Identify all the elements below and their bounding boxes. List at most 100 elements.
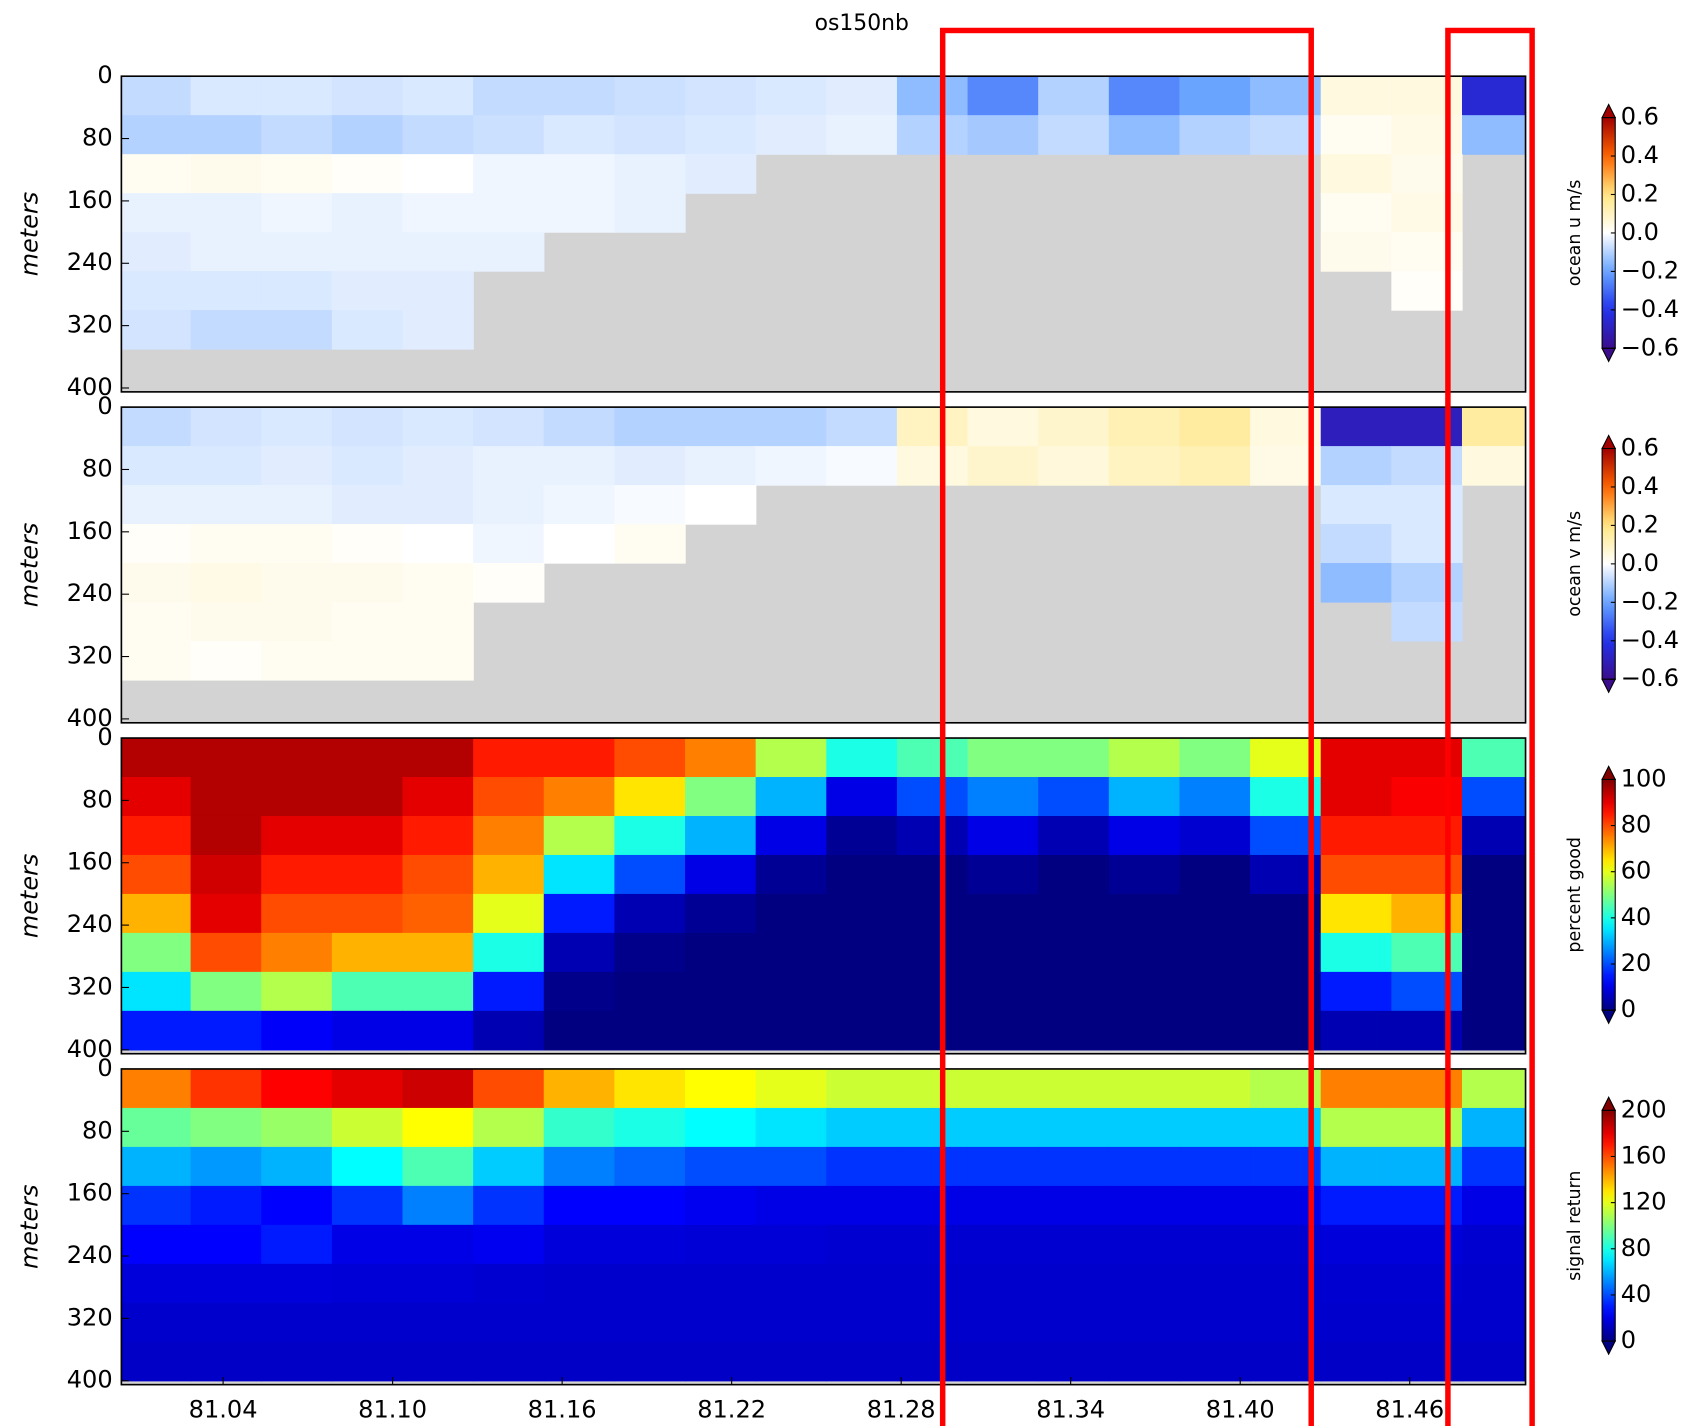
heatmap-cell <box>1320 524 1393 564</box>
heatmap-cell <box>190 893 262 934</box>
heatmap-cell <box>261 854 333 895</box>
heatmap <box>121 407 1526 681</box>
heatmap-cell <box>402 232 474 272</box>
heatmap-cell <box>896 738 969 778</box>
heatmap-cell <box>543 193 616 233</box>
heatmap-cell <box>1179 1302 1251 1343</box>
heatmap-cell <box>826 1224 898 1265</box>
heatmap-cell <box>614 76 686 116</box>
heatmap-cell <box>614 1010 686 1051</box>
heatmap-cell <box>1108 893 1181 934</box>
y-tick-label: 320 <box>67 311 113 339</box>
heatmap-cell <box>1179 1263 1251 1304</box>
heatmap-cell <box>402 601 474 642</box>
heatmap-cell <box>331 640 404 681</box>
heatmap-cell <box>826 971 898 1012</box>
heatmap-cell <box>1179 1341 1251 1382</box>
y-axis-label: meters <box>16 192 44 277</box>
heatmap-cell <box>190 193 262 233</box>
heatmap-cell <box>1391 1341 1463 1382</box>
heatmap-cell <box>121 310 192 350</box>
heatmap-cell <box>261 446 333 486</box>
heatmap-cell <box>190 310 262 350</box>
heatmap-cell <box>190 524 262 564</box>
heatmap-cell <box>1461 932 1526 973</box>
heatmap-cell <box>1108 815 1181 856</box>
y-axis-label: meters <box>16 523 44 608</box>
heatmap-cell <box>614 446 686 486</box>
heatmap-cell <box>1179 854 1251 895</box>
heatmap-cell <box>402 1107 474 1148</box>
heatmap-cell <box>331 971 404 1012</box>
heatmap-cell <box>190 446 262 486</box>
heatmap-cell <box>190 1068 262 1109</box>
heatmap-cell <box>261 971 333 1012</box>
heatmap-cell <box>614 1341 686 1382</box>
colorbar-tick-label: 0.6 <box>1621 103 1659 131</box>
highlight-box <box>939 27 1314 1426</box>
colorbar-tick-label: 0.2 <box>1621 510 1659 538</box>
heatmap-cell <box>121 854 192 895</box>
heatmap-cell <box>1320 971 1393 1012</box>
heatmap-cell <box>685 1341 757 1382</box>
heatmap-cell <box>402 815 474 856</box>
heatmap-cell <box>896 1341 969 1382</box>
heatmap-cell <box>402 893 474 934</box>
heatmap-cell <box>614 1302 686 1343</box>
heatmap-cell <box>121 193 192 233</box>
colorbar-tick-label: 80 <box>1621 1234 1652 1262</box>
y-tick-label: 240 <box>67 248 113 276</box>
heatmap-cell <box>121 1068 192 1109</box>
heatmap-cell <box>190 640 262 681</box>
heatmap-cell <box>331 601 404 642</box>
heatmap-cell <box>121 407 192 447</box>
colorbar-tick-label: 120 <box>1621 1188 1667 1216</box>
colorbar <box>1601 1109 1616 1342</box>
heatmap-cell <box>1108 1068 1181 1109</box>
heatmap-cell <box>261 154 333 194</box>
heatmap-cell <box>190 407 262 447</box>
heatmap-cell <box>121 815 192 856</box>
heatmap-cell <box>1108 777 1181 817</box>
heatmap-cell <box>261 115 333 155</box>
heatmap-cell <box>121 485 192 525</box>
heatmap-cell <box>331 1224 404 1265</box>
heatmap-cell <box>685 815 757 856</box>
heatmap-cell <box>826 738 898 778</box>
heatmap-cell <box>1108 76 1181 116</box>
heatmap-cell <box>755 1224 827 1265</box>
heatmap-cell <box>1391 563 1463 603</box>
heatmap-cell <box>190 1010 262 1051</box>
heatmap-cell <box>121 1107 192 1148</box>
heatmap-cell <box>614 154 686 194</box>
heatmap-cell <box>121 1185 192 1226</box>
y-tick-label: 80 <box>82 455 113 483</box>
heatmap-cell <box>402 1010 474 1051</box>
colorbar-tick-label: 0.4 <box>1621 141 1659 169</box>
heatmap-cell <box>121 932 192 973</box>
heatmap-cell <box>402 193 474 233</box>
colorbar-tick-label: −0.4 <box>1621 626 1679 654</box>
heatmap-cell <box>896 1107 969 1148</box>
heatmap-cell <box>1179 1224 1251 1265</box>
heatmap-cell <box>1391 777 1463 817</box>
heatmap-cell <box>826 893 898 934</box>
heatmap-cell <box>331 1302 404 1343</box>
heatmap-cell <box>261 563 333 603</box>
heatmap-cell <box>543 1146 616 1187</box>
heatmap-cell <box>967 1146 1039 1187</box>
heatmap-cell <box>261 932 333 973</box>
heatmap-cell <box>473 932 545 973</box>
heatmap-cell <box>190 485 262 525</box>
heatmap-cell <box>121 1224 192 1265</box>
heatmap-cell <box>826 1107 898 1148</box>
heatmap-cell <box>402 76 474 116</box>
heatmap-cell <box>261 1263 333 1304</box>
colorbar-extend <box>1601 1096 1617 1111</box>
heatmap-cell <box>473 563 545 603</box>
heatmap-cell <box>755 932 827 973</box>
heatmap-cell <box>543 854 616 895</box>
heatmap-cell <box>896 971 969 1012</box>
heatmap-cell <box>190 154 262 194</box>
heatmap-cell <box>1038 1068 1110 1109</box>
